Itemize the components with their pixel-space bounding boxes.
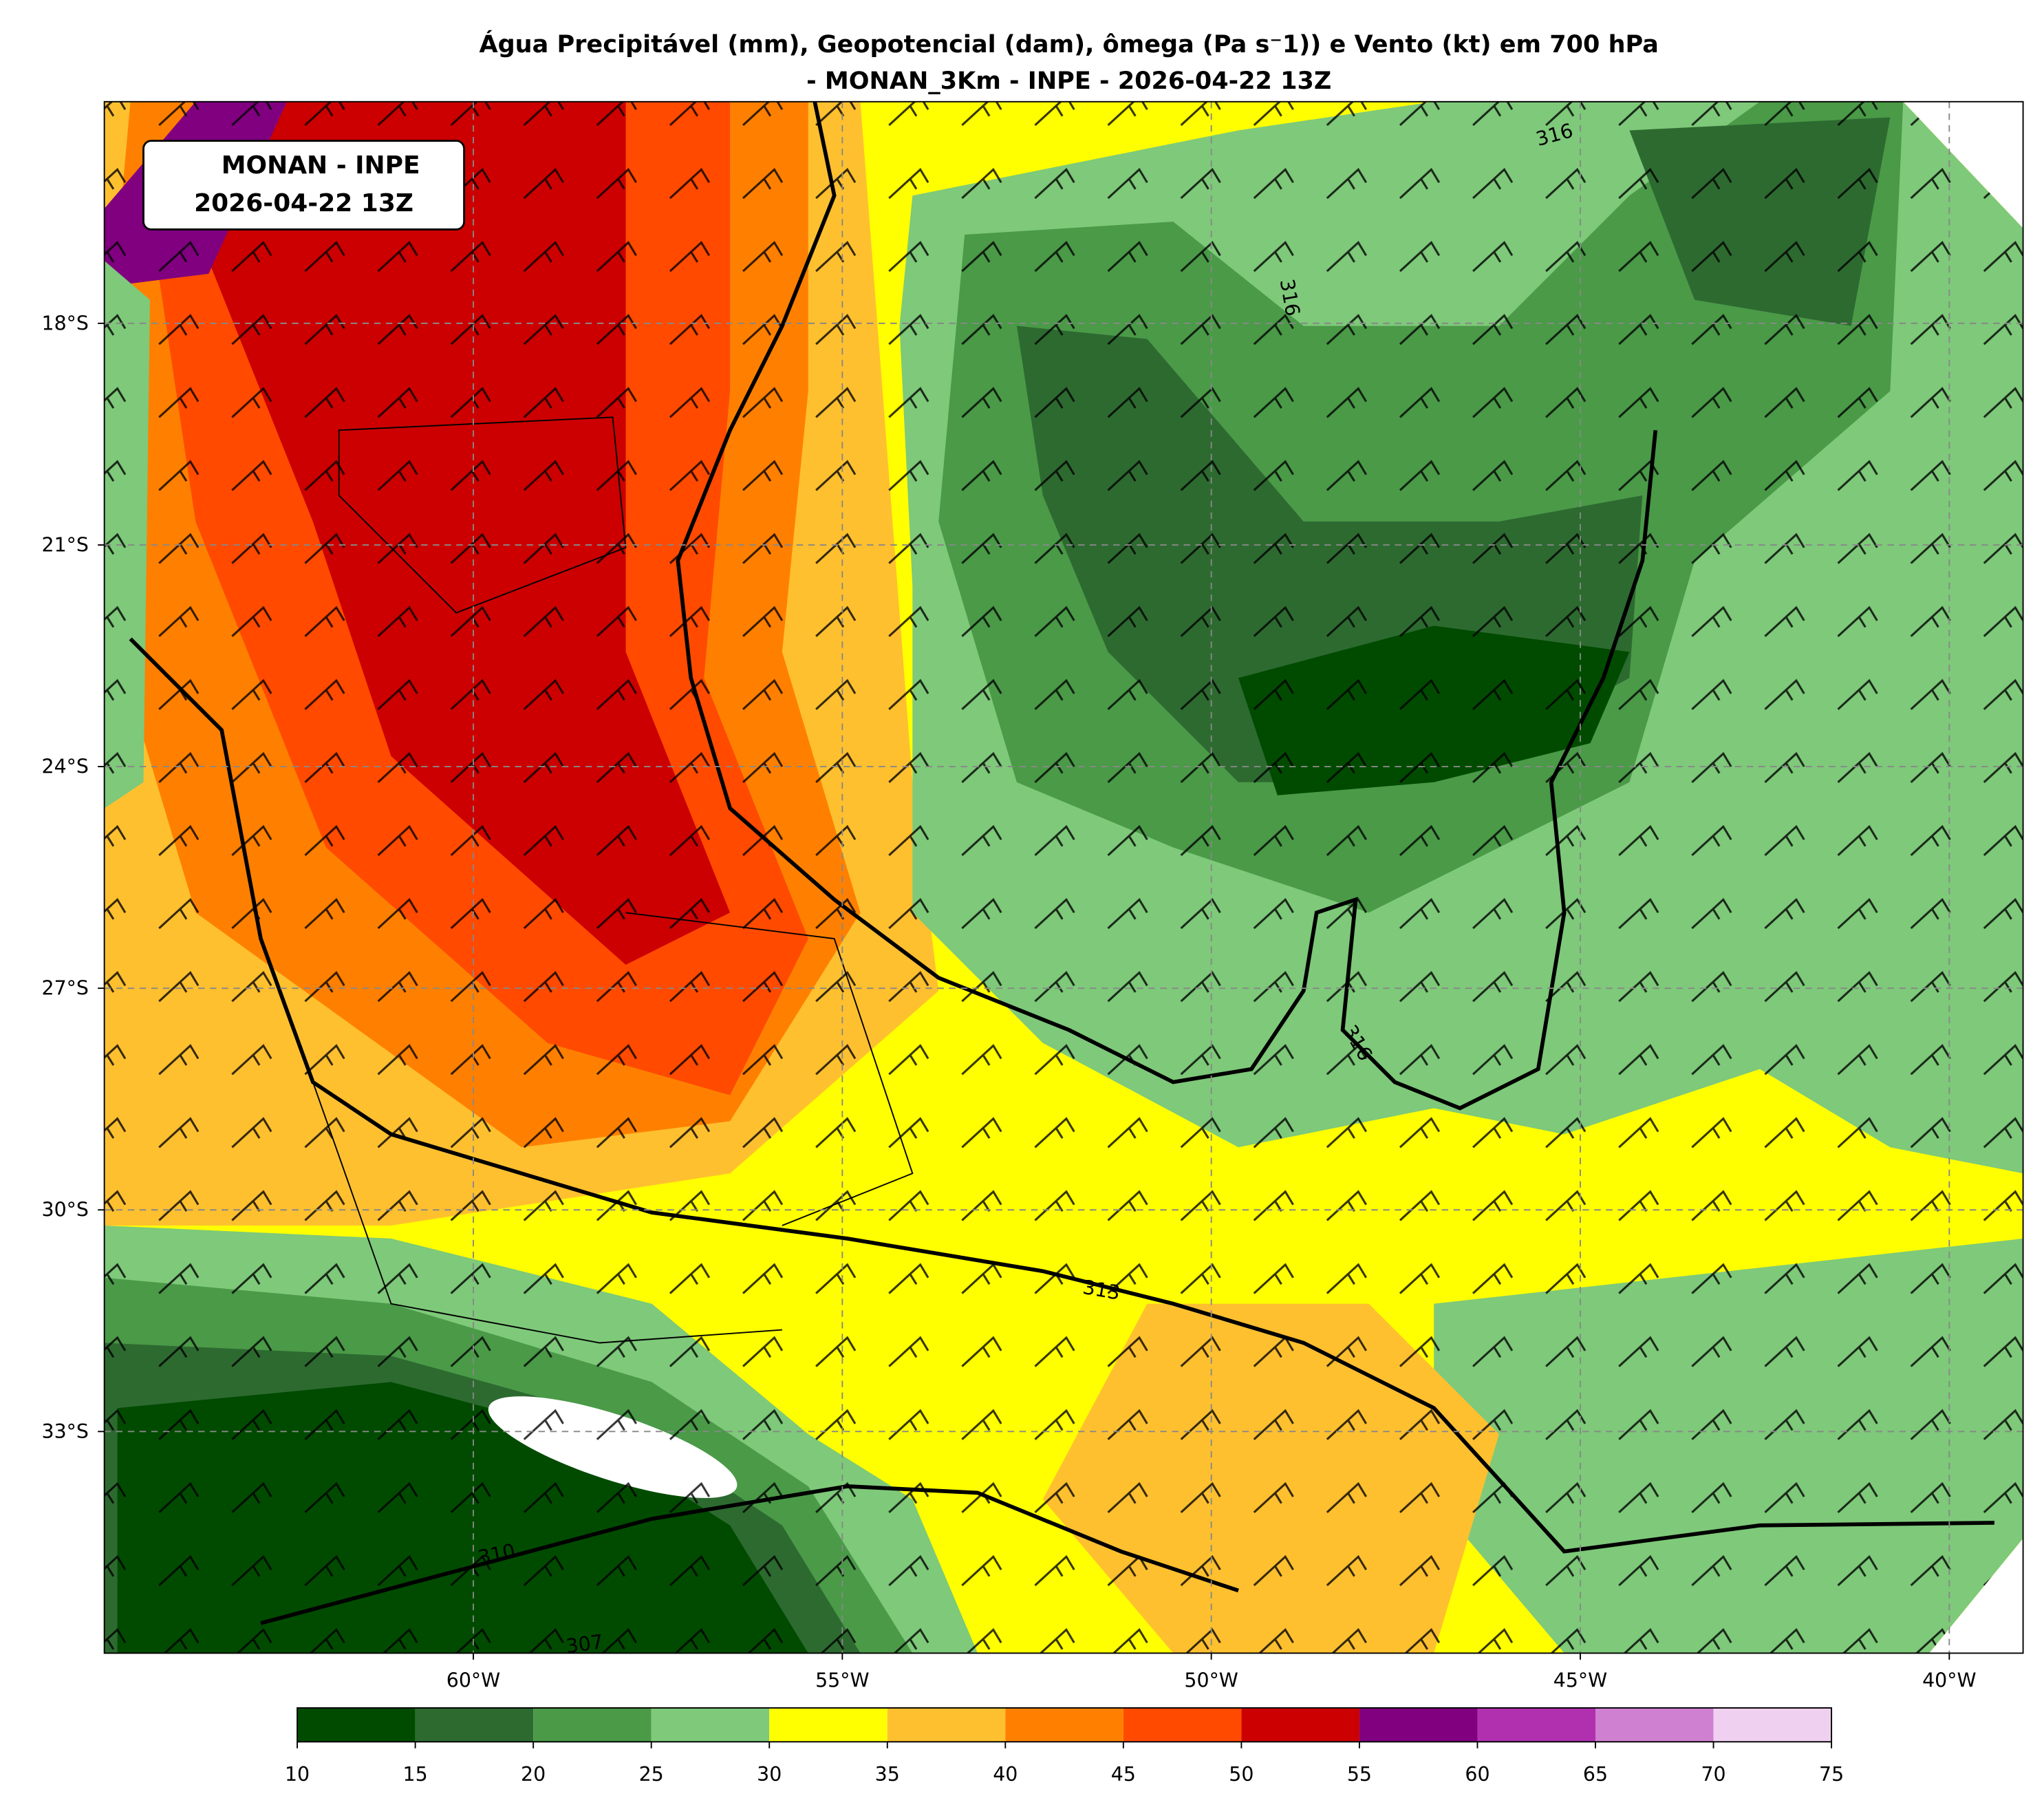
colorbar-label: 25	[639, 1763, 664, 1786]
colorbar-label: 35	[875, 1763, 900, 1786]
colorbar-label: 45	[1111, 1763, 1136, 1786]
map-frame	[103, 100, 2024, 1654]
y-tick-label: 30°S	[42, 1199, 89, 1221]
y-tick-label: 27°S	[42, 977, 89, 1000]
info-line: 2026-04-22 13Z	[194, 189, 413, 217]
geopotential-contours	[129, 101, 1994, 1625]
wind-barbs	[104, 101, 2023, 1654]
x-tick-label: 50°W	[1184, 1669, 1238, 1692]
colorbar-label: 75	[1819, 1763, 1844, 1786]
colorbar: 10 15 20 25 30 35 40 45 50 55 60 65 70 75	[285, 1707, 1844, 1786]
colorbar-label: 65	[1583, 1763, 1608, 1786]
colorbar-box	[533, 1708, 652, 1742]
x-tick-label: 40°W	[1922, 1669, 1976, 1692]
colorbar-label: 20	[521, 1763, 546, 1786]
contour-line	[676, 101, 1658, 1111]
colorbar-box	[887, 1708, 1006, 1742]
colorbar-label: 40	[993, 1763, 1018, 1786]
x-tick-label: 45°W	[1553, 1669, 1607, 1692]
title-line: Água Precipitável (mm), Geopotencial (da…	[479, 30, 1658, 58]
colorbar-label: 10	[285, 1763, 310, 1786]
colorbar-box	[297, 1708, 416, 1742]
colorbar-box	[1359, 1708, 1478, 1742]
title-line: - MONAN_3Km - INPE - 2026-04-22 13Z	[806, 67, 1331, 95]
colorbar-box	[651, 1708, 770, 1742]
y-tick-label: 24°S	[42, 756, 89, 778]
map-field	[104, 101, 2023, 1654]
grid: 60°W 55°W 50°W 45°W 40°W 18°S 21°S 24°S 27°S 30°S…	[42, 101, 2023, 1692]
colorbar-label: 70	[1701, 1763, 1725, 1786]
colorbar-box	[1595, 1708, 1714, 1742]
colorbar-box	[769, 1708, 887, 1742]
colorbar-frame	[297, 1707, 1833, 1743]
colorbar-label: 50	[1229, 1763, 1254, 1786]
colorbar-label: 30	[757, 1763, 782, 1786]
x-tick-label: 60°W	[447, 1669, 500, 1692]
y-tick-label: 33°S	[42, 1420, 89, 1443]
info-box	[142, 140, 466, 231]
contour-line	[129, 637, 1994, 1554]
y-tick-label: 21°S	[42, 533, 89, 556]
info-line: MONAN - INPE	[222, 151, 420, 180]
colorbar-box	[1241, 1708, 1359, 1742]
colorbar-label: 55	[1347, 1763, 1372, 1786]
border-line	[312, 416, 914, 1344]
colorbar-label: 15	[403, 1763, 428, 1786]
borders	[312, 416, 914, 1344]
y-tick-label: 18°S	[42, 312, 89, 334]
colorbar-box	[1713, 1708, 1832, 1742]
colorbar-box	[1477, 1708, 1596, 1742]
colorbar-label: 60	[1465, 1763, 1489, 1786]
colorbar-box	[1123, 1708, 1242, 1742]
contour-line	[260, 1484, 1239, 1625]
colorbar-box	[1005, 1708, 1123, 1742]
x-tick-label: 55°W	[815, 1669, 869, 1692]
colorbar-box	[415, 1708, 534, 1742]
